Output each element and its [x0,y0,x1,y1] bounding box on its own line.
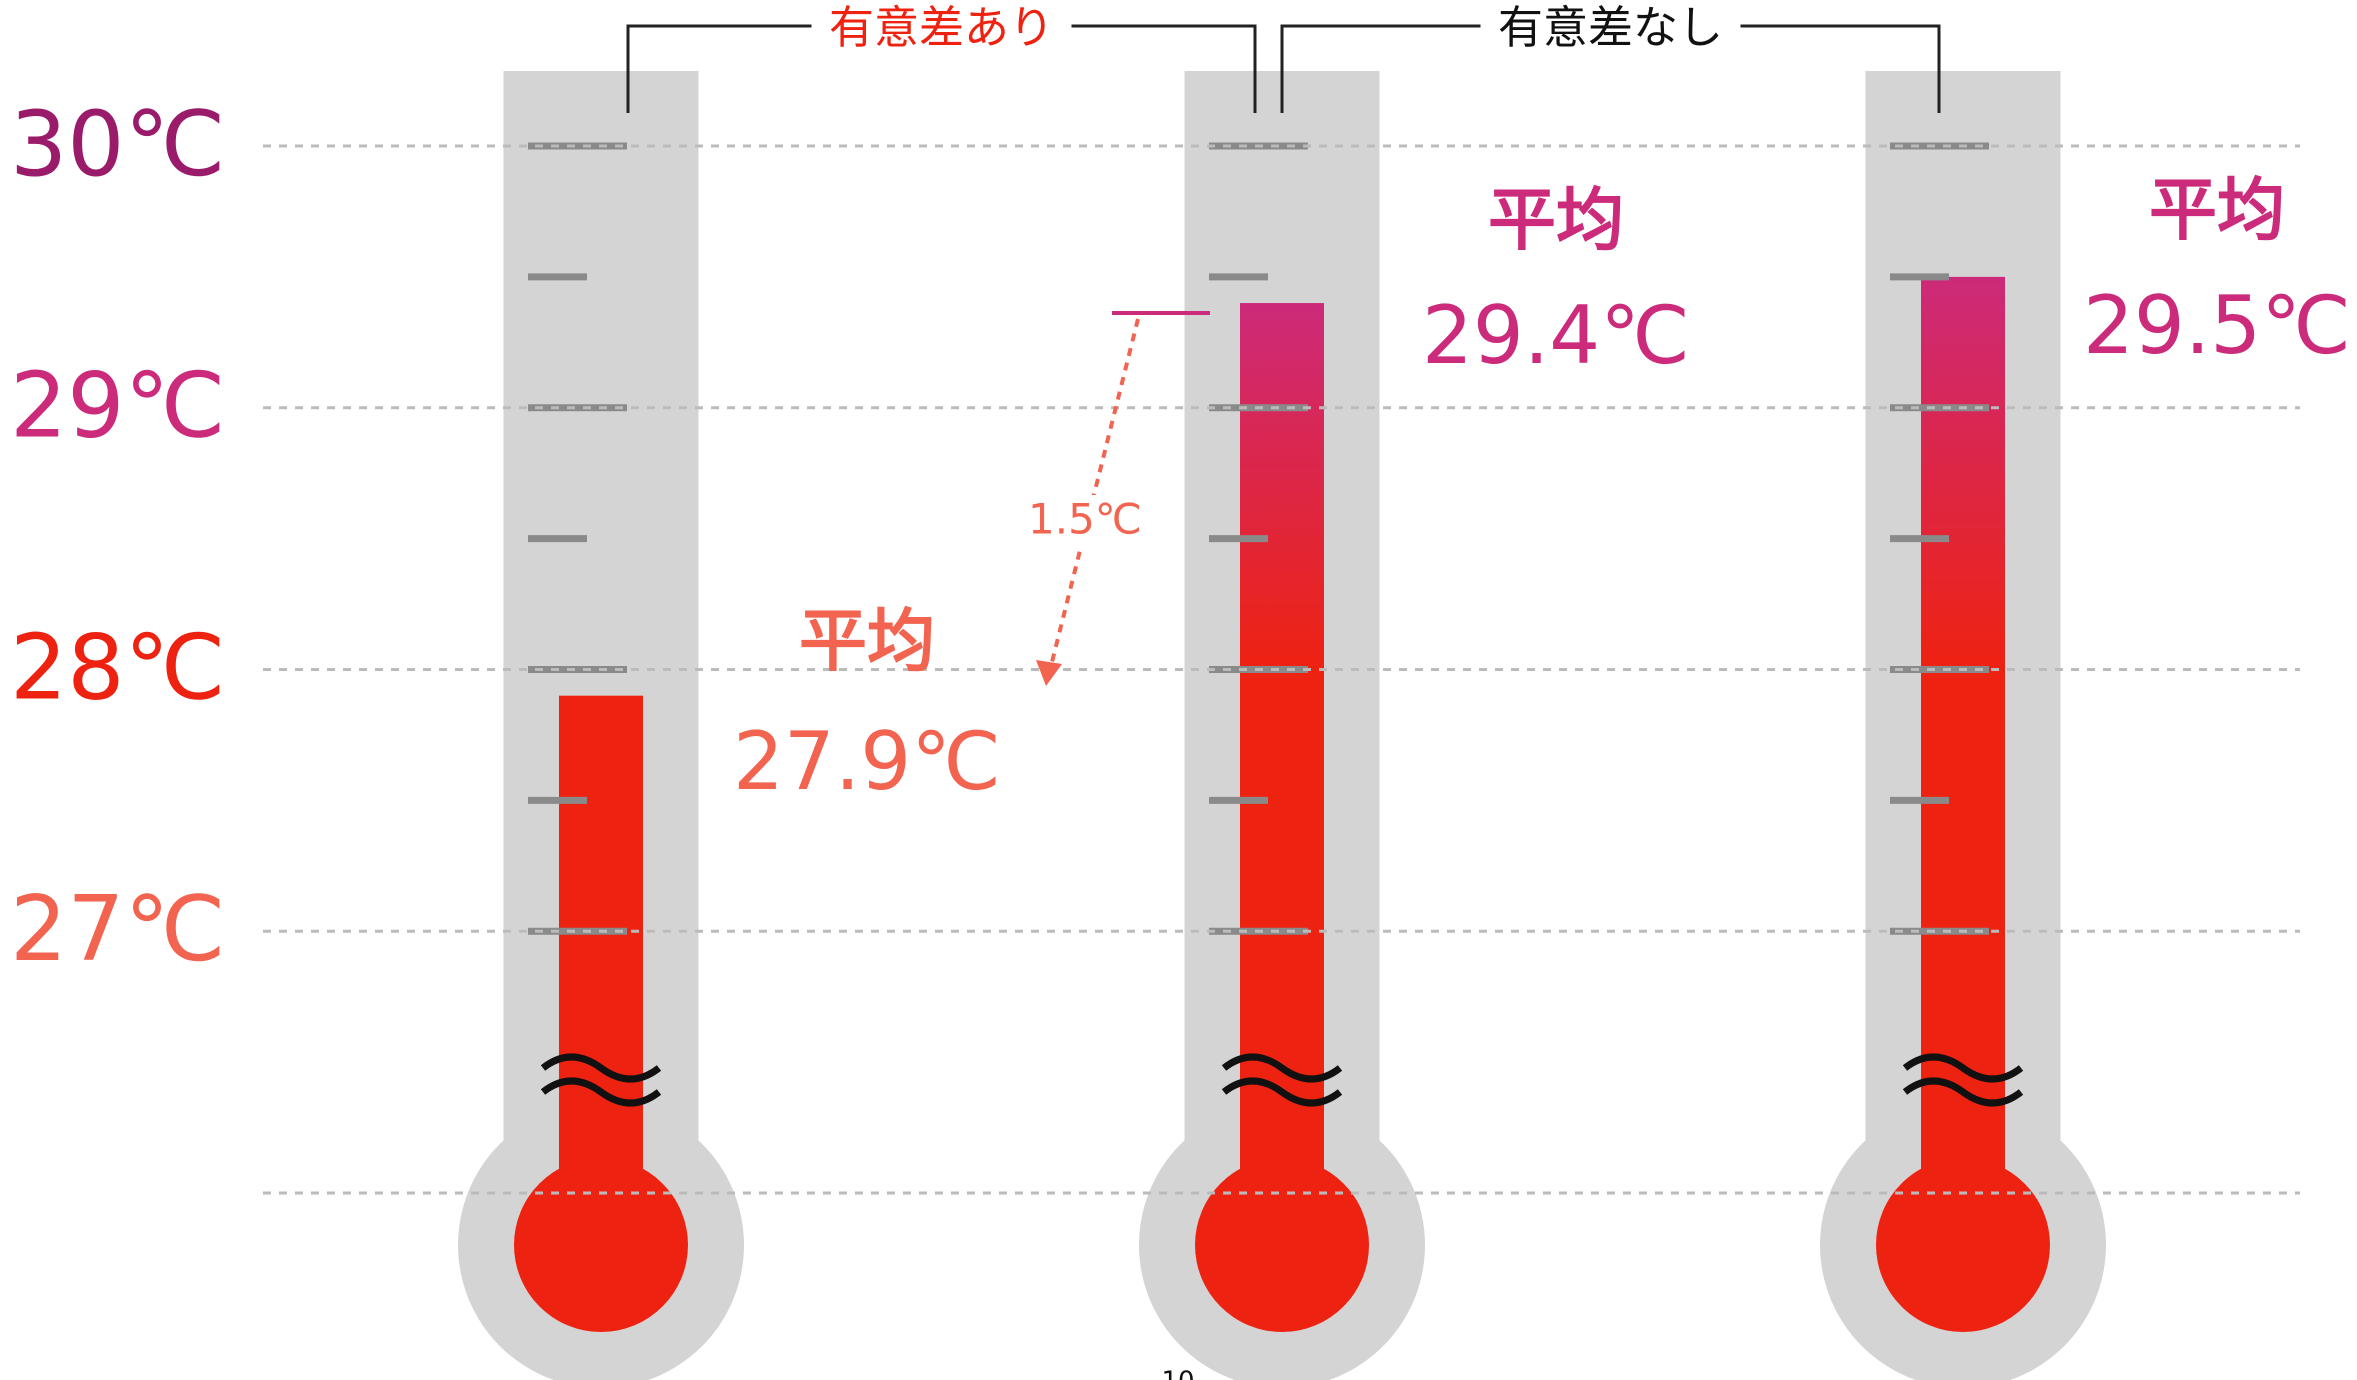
not-significant-label: 有意差なし [1498,1,1723,54]
y-tick-label: 30℃ [10,92,226,197]
mean-label: 平均 [799,603,935,682]
significant-label: 有意差あり [829,1,1054,54]
bulb-fill [1876,1158,2050,1332]
difference-label-bg [1030,495,1140,547]
difference-arrow [1048,318,1140,671]
y-tick-label: 29℃ [10,354,226,459]
axis-break [1902,1053,2024,1083]
value-label: 29.4℃ [1422,289,1690,382]
mean-label: 平均 [2149,172,2285,251]
axis-break [1221,1077,1343,1107]
arrow-head [1036,660,1062,686]
value-label: 29.5℃ [2083,279,2351,372]
bulb-fill [514,1158,688,1332]
axis-break [1902,1077,2024,1107]
value-label: 27.9℃ [733,715,1001,808]
bracket-label-bg [1480,6,1741,54]
mean-label: 平均 [1488,182,1624,261]
bracket-label-bg [811,6,1072,54]
axis-break [1221,1053,1343,1083]
y-tick-label: 28℃ [10,615,226,720]
bar [559,695,643,1245]
axis-break [540,1077,662,1107]
page-number: 10 [1161,1367,1194,1380]
bulb-fill [1195,1158,1369,1332]
difference-label: 1.5℃ [1028,495,1142,544]
y-tick-label: 27℃ [10,877,226,982]
axis-break [540,1053,662,1083]
